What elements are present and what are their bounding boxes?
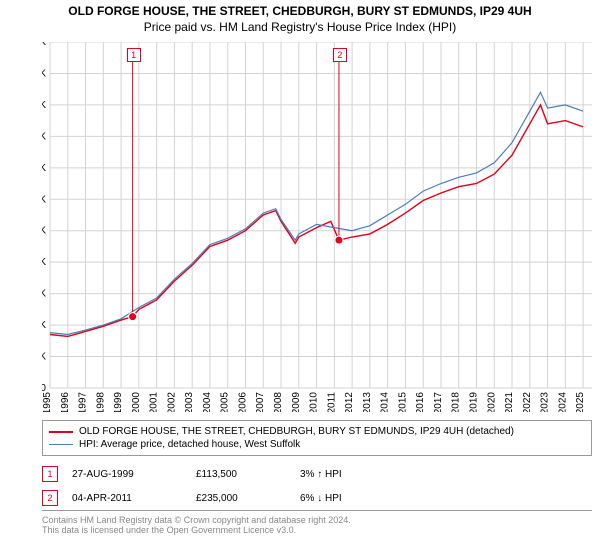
svg-text:2014: 2014 (380, 392, 391, 412)
chart-subtitle: Price paid vs. HM Land Registry's House … (0, 18, 600, 34)
line-chart-svg: £0£50K£100K£150K£200K£250K£300K£350K£400… (42, 42, 592, 412)
svg-text:1998: 1998 (95, 392, 106, 412)
sale-pct: 6% ↓ HPI (300, 493, 420, 504)
svg-text:2011: 2011 (326, 392, 337, 412)
svg-text:2010: 2010 (309, 392, 320, 412)
svg-text:£200K: £200K (42, 257, 46, 268)
svg-text:£100K: £100K (42, 320, 46, 331)
sales-list: 1 27-AUG-1999 £113,500 3% ↑ HPI 2 04-APR-2011… (42, 462, 592, 510)
sale-date: 04-APR-2011 (72, 493, 182, 504)
svg-text:2019: 2019 (468, 392, 479, 412)
svg-text:£150K: £150K (42, 289, 46, 300)
svg-text:2004: 2004 (202, 392, 213, 412)
svg-text:2025: 2025 (575, 392, 586, 412)
chart-title: OLD FORGE HOUSE, THE STREET, CHEDBURGH, … (0, 0, 600, 18)
legend: OLD FORGE HOUSE, THE STREET, CHEDBURGH, … (42, 420, 592, 456)
chart-container: OLD FORGE HOUSE, THE STREET, CHEDBURGH, … (0, 0, 600, 560)
svg-text:2015: 2015 (397, 392, 408, 412)
sale-date: 27-AUG-1999 (72, 469, 182, 480)
svg-text:£300K: £300K (42, 194, 46, 205)
svg-text:2022: 2022 (522, 392, 533, 412)
svg-text:2021: 2021 (504, 392, 515, 412)
svg-text:2024: 2024 (557, 392, 568, 412)
legend-swatch (49, 431, 73, 433)
svg-text:£450K: £450K (42, 100, 46, 111)
sale-row: 1 27-AUG-1999 £113,500 3% ↑ HPI (42, 462, 592, 486)
svg-text:2020: 2020 (486, 392, 497, 412)
legend-row: OLD FORGE HOUSE, THE STREET, CHEDBURGH, … (49, 425, 585, 438)
legend-row: HPI: Average price, detached house, West… (49, 438, 585, 451)
svg-text:2009: 2009 (291, 392, 302, 412)
svg-text:2018: 2018 (451, 392, 462, 412)
legend-swatch (49, 444, 73, 445)
svg-text:1996: 1996 (60, 392, 71, 412)
sale-marker-2: 2 (333, 48, 347, 62)
svg-text:1995: 1995 (42, 392, 53, 412)
chart-area: £0£50K£100K£150K£200K£250K£300K£350K£400… (42, 42, 592, 412)
svg-text:2023: 2023 (540, 392, 551, 412)
svg-text:2002: 2002 (166, 392, 177, 412)
svg-text:2008: 2008 (273, 392, 284, 412)
svg-text:2006: 2006 (237, 392, 248, 412)
svg-text:2017: 2017 (433, 392, 444, 412)
sale-row: 2 04-APR-2011 £235,000 6% ↓ HPI (42, 486, 592, 510)
svg-text:2001: 2001 (149, 392, 160, 412)
svg-text:1999: 1999 (113, 392, 124, 412)
sale-price: £235,000 (196, 493, 286, 504)
svg-text:2007: 2007 (255, 392, 266, 412)
svg-text:2000: 2000 (131, 392, 142, 412)
sale-row-marker: 2 (42, 490, 58, 506)
svg-text:£500K: £500K (42, 68, 46, 79)
sale-row-marker: 1 (42, 466, 58, 482)
svg-text:£50K: £50K (42, 352, 46, 363)
footer-line1: Contains HM Land Registry data © Crown c… (42, 515, 592, 525)
footer-line2: This data is licensed under the Open Gov… (42, 525, 592, 535)
svg-text:£250K: £250K (42, 226, 46, 237)
svg-text:2012: 2012 (344, 392, 355, 412)
footer: Contains HM Land Registry data © Crown c… (42, 510, 592, 535)
legend-label: OLD FORGE HOUSE, THE STREET, CHEDBURGH, … (79, 426, 514, 437)
svg-text:£350K: £350K (42, 163, 46, 174)
svg-text:£550K: £550K (42, 42, 46, 48)
sale-pct: 3% ↑ HPI (300, 469, 420, 480)
svg-text:1997: 1997 (78, 392, 89, 412)
svg-text:2005: 2005 (220, 392, 231, 412)
legend-label: HPI: Average price, detached house, West… (79, 439, 300, 450)
svg-text:2016: 2016 (415, 392, 426, 412)
svg-text:2003: 2003 (184, 392, 195, 412)
sale-marker-1: 1 (127, 48, 141, 62)
sale-price: £113,500 (196, 469, 286, 480)
svg-text:£400K: £400K (42, 131, 46, 142)
svg-text:2013: 2013 (362, 392, 373, 412)
